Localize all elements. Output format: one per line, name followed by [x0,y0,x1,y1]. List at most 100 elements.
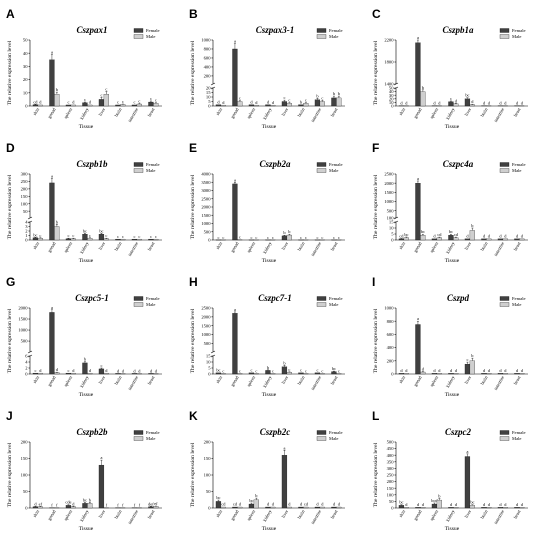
y-tick-label: 1400 [384,82,394,87]
y-tick-label: 2200 [384,38,394,43]
bar-male-gonad [420,235,426,241]
bar-female-spleen [65,505,72,509]
legend-swatch-female [133,28,144,33]
significance-label: d [39,368,42,373]
significance-label: c [255,368,257,373]
bar-female-skin [32,372,39,375]
significance-label: c [239,368,241,373]
y-tick-label: 100 [387,216,395,221]
bar-female-liver [281,366,288,375]
significance-label: c [150,234,152,239]
legend-swatch-male [316,168,327,173]
x-category-label: heart [513,374,522,385]
bar-female-brain [298,104,304,107]
significance-label: b [471,223,474,228]
bar-female-heart [514,507,520,509]
legend-swatch-male [133,302,144,307]
significance-label: d [455,502,458,507]
significance-label: cde [65,500,71,505]
y-axis-title: The relative expression level [7,308,13,373]
x-category-label: intestine [127,107,139,123]
bar-male-brain [303,373,309,375]
significance-label: c [255,235,257,240]
bar-male-liver [286,234,292,241]
bar-female-intestine [497,238,504,241]
y-tick-label: 100 [204,473,212,478]
bar-male-skin [403,237,409,241]
bar-male-skin [220,104,226,107]
bar-female-spleen [248,503,255,509]
bar-male-kidney [270,373,276,375]
x-category-label: brain [297,240,306,251]
x-category-label: skin [215,508,224,518]
bar-male-intestine [319,506,325,509]
x-category-label: heart [147,508,156,519]
legend-label-female: Female [146,162,160,167]
significance-label: d [89,368,92,373]
x-category-label: liver [98,241,107,251]
legend-swatch-male [499,436,510,441]
significance-label: d [504,101,507,106]
significance-label: d [516,502,519,507]
bar-female-brain [298,506,304,509]
y-tick-label: 20 [23,77,28,82]
bar-male-intestine [502,507,508,509]
bar-male-heart [519,373,525,375]
y-tick-label: 3000 [201,188,211,193]
bar-female-kidney [82,362,88,375]
bar-female-gonad [232,313,238,375]
bar-male-kidney [453,103,459,107]
significance-label: d [72,501,75,506]
x-axis-title: Tissue [79,258,94,264]
significance-label: d [504,502,507,507]
bar-female-liver [98,234,105,241]
significance-label: a [466,449,468,454]
x-category-label: spleen [429,106,440,119]
significance-label: d [422,502,425,507]
bar-female-liver [98,464,105,509]
legend-label-male: Male [512,436,521,441]
significance-label: c [105,233,107,238]
bar-male-liver [469,505,475,509]
y-axis-title: The relative expression level [190,442,196,507]
bar-male-gonad [237,373,243,375]
y-tick-label: 4000 [201,172,211,177]
x-axis-title: Tissue [445,124,460,130]
x-category-label: intestine [493,509,505,525]
bar-female-gonad [49,312,55,375]
y-tick-label: 1000 [201,221,211,226]
x-category-label: heart [513,240,522,251]
legend-label-female: Female [512,430,526,435]
bar-male-liver [286,506,292,509]
y-tick-label: 50 [206,489,211,494]
bar-female-kidney [265,506,271,509]
y-tick-label: 500 [387,208,395,213]
bar-male-brain [120,238,126,241]
significance-label: f [56,503,58,508]
y-tick-label: 5 [391,232,394,237]
significance-label: d [34,501,37,506]
bar-female-gonad [49,182,55,241]
x-category-label: gonad [413,106,423,119]
significance-label: bc [216,495,220,500]
chart-title: Cszpb2c [260,427,291,437]
bar-female-liver [98,368,105,375]
bar-female-spleen [431,373,438,375]
significance-label: d [272,502,275,507]
y-tick-label: 0 [208,104,211,109]
significance-label: c [133,100,135,105]
significance-label: d [250,99,253,104]
significance-label: c [122,234,124,239]
x-category-label: skin [398,240,407,250]
chart-title: Cszpax1 [76,25,107,35]
x-category-label: liver [464,509,473,519]
x-category-label: heart [147,374,156,385]
significance-label: d [239,502,242,507]
bar-male-skin [220,506,226,509]
y-axis-title: The relative expression level [7,40,13,105]
significance-label: d [450,368,453,373]
panel-letter: F [372,141,379,155]
significance-label: bc [421,229,425,234]
